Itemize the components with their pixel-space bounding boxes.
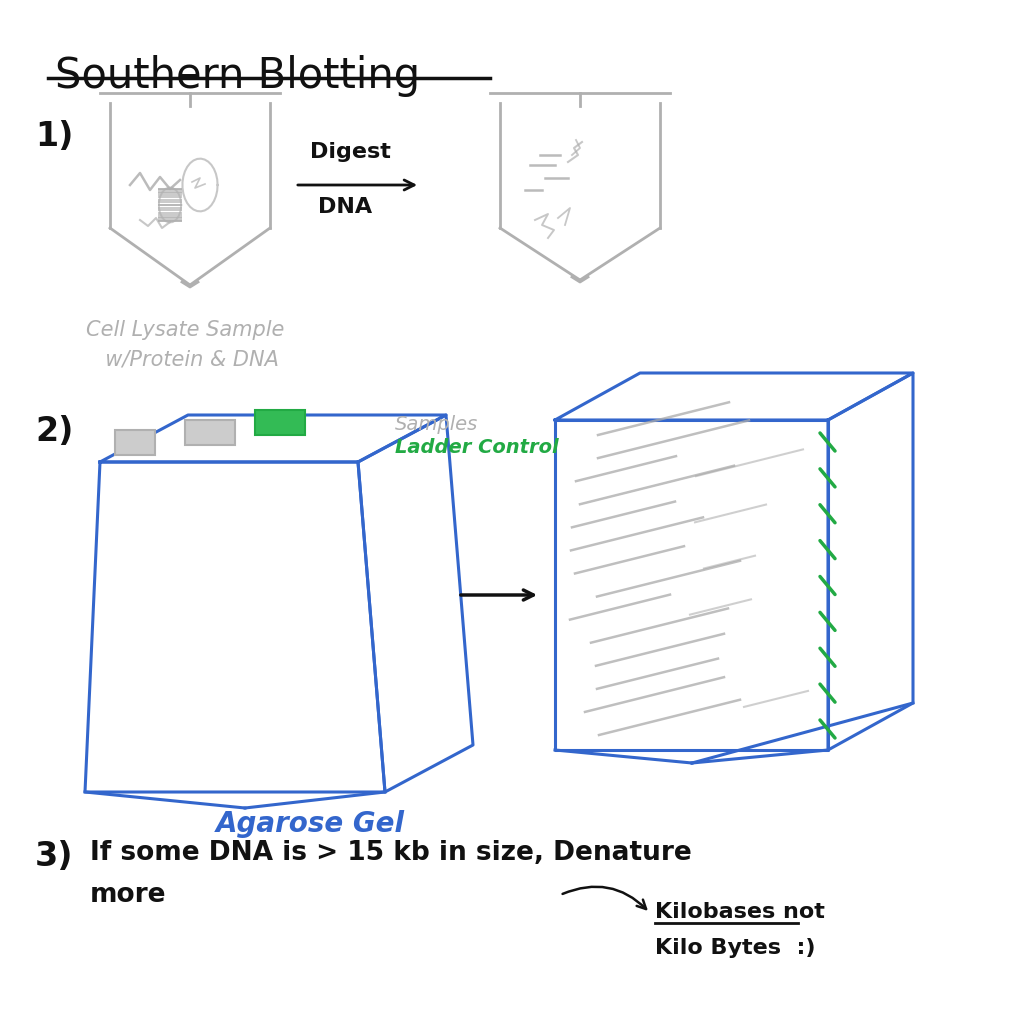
Text: Agarose Gel: Agarose Gel — [215, 810, 404, 838]
Polygon shape — [185, 420, 234, 445]
Text: Digest: Digest — [310, 142, 391, 162]
Text: more: more — [90, 882, 167, 908]
Text: 1): 1) — [35, 120, 74, 153]
Text: 3): 3) — [35, 840, 74, 873]
Text: DNA: DNA — [318, 197, 372, 217]
Text: 2): 2) — [35, 415, 74, 448]
Text: Ladder Control: Ladder Control — [395, 438, 559, 457]
Text: Samples: Samples — [395, 415, 478, 434]
Text: Kilobases not: Kilobases not — [655, 902, 825, 922]
Polygon shape — [255, 410, 305, 435]
Polygon shape — [115, 430, 155, 455]
Text: Cell Lysate Sample
  w/Protein & DNA: Cell Lysate Sample w/Protein & DNA — [86, 320, 285, 370]
Text: If some DNA is > 15 kb in size, Denature: If some DNA is > 15 kb in size, Denature — [90, 840, 692, 866]
Text: Kilo Bytes  :): Kilo Bytes :) — [655, 938, 815, 958]
Text: Southern Blotting: Southern Blotting — [55, 55, 420, 97]
